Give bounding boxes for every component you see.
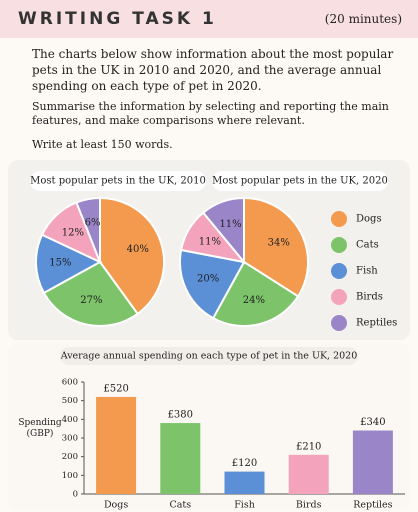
- task-description: The charts below show information about …: [32, 47, 394, 93]
- bar: [160, 423, 201, 494]
- x-tick-label: Dogs: [104, 500, 128, 511]
- x-tick-label: Cats: [169, 500, 191, 511]
- bar: [352, 430, 393, 494]
- pie-slice: [179, 248, 246, 320]
- slice-label: 40%: [127, 244, 149, 255]
- pie-slice: [211, 260, 300, 327]
- y-tick-label: 400: [62, 415, 78, 425]
- bar-title-box: [60, 347, 358, 365]
- slice-label: 24%: [243, 295, 265, 306]
- y-tick-label: 100: [62, 471, 78, 481]
- task-instruction: Summarise the information by selecting a…: [32, 100, 389, 127]
- bar-value-label: £520: [103, 383, 128, 394]
- bar-value-label: £210: [296, 441, 321, 452]
- y-tick-label: 300: [62, 434, 78, 444]
- slice-label: 34%: [268, 237, 290, 248]
- legend-label: Dogs: [356, 214, 382, 225]
- task-title: WRITING TASK 1: [18, 9, 217, 29]
- slice-label: 11%: [219, 219, 241, 230]
- word-count: Write at least 150 words.: [32, 138, 173, 151]
- legend-swatch: [331, 289, 347, 305]
- slice-label: 6%: [85, 218, 101, 229]
- bar: [288, 454, 329, 494]
- bar-value-label: £120: [232, 458, 257, 469]
- legend-swatch: [331, 237, 347, 253]
- bar: [224, 471, 265, 494]
- slice-label: 12%: [62, 228, 84, 239]
- pie-title-box: [30, 171, 206, 191]
- slice-label: 15%: [49, 258, 71, 269]
- header-band: [0, 0, 418, 38]
- slice-label: 27%: [80, 295, 102, 306]
- slice-label: 20%: [197, 273, 219, 284]
- slice-label: 11%: [199, 236, 221, 247]
- y-tick-label: 200: [62, 452, 78, 462]
- x-tick-label: Reptiles: [353, 500, 392, 511]
- legend-swatch: [331, 315, 347, 331]
- bar: [96, 396, 137, 494]
- pie-slice: [99, 196, 165, 316]
- x-tick-label: Birds: [296, 500, 322, 511]
- legend-label: Cats: [356, 240, 379, 251]
- y-tick-label: 500: [62, 396, 78, 406]
- bar-panel: [8, 343, 410, 511]
- pie-slice: [35, 233, 103, 295]
- bar-value-label: £340: [360, 417, 385, 428]
- x-tick-label: Fish: [234, 500, 255, 511]
- time-limit: (20 minutes): [324, 12, 402, 26]
- legend-label: Reptiles: [356, 318, 397, 329]
- pie-slice: [201, 196, 245, 265]
- bar-title: Average annual spending on each type of …: [60, 351, 358, 362]
- legend-label: Fish: [356, 266, 378, 277]
- y-tick-label: 600: [62, 378, 78, 388]
- y-tick-label: 0: [73, 490, 78, 500]
- bar-value-label: £380: [168, 410, 193, 421]
- pie-slice: [75, 196, 101, 263]
- legend-swatch: [331, 263, 347, 279]
- legend-label: Birds: [356, 292, 383, 303]
- y-axis-label: Spending (GBP): [18, 418, 62, 439]
- pie-title: Most popular pets in the UK, 2020: [212, 176, 388, 187]
- legend-swatch: [331, 211, 347, 227]
- pie-title: Most popular pets in the UK, 2010: [30, 176, 206, 187]
- pie-slice: [42, 260, 140, 327]
- pie-title-box: [212, 171, 388, 191]
